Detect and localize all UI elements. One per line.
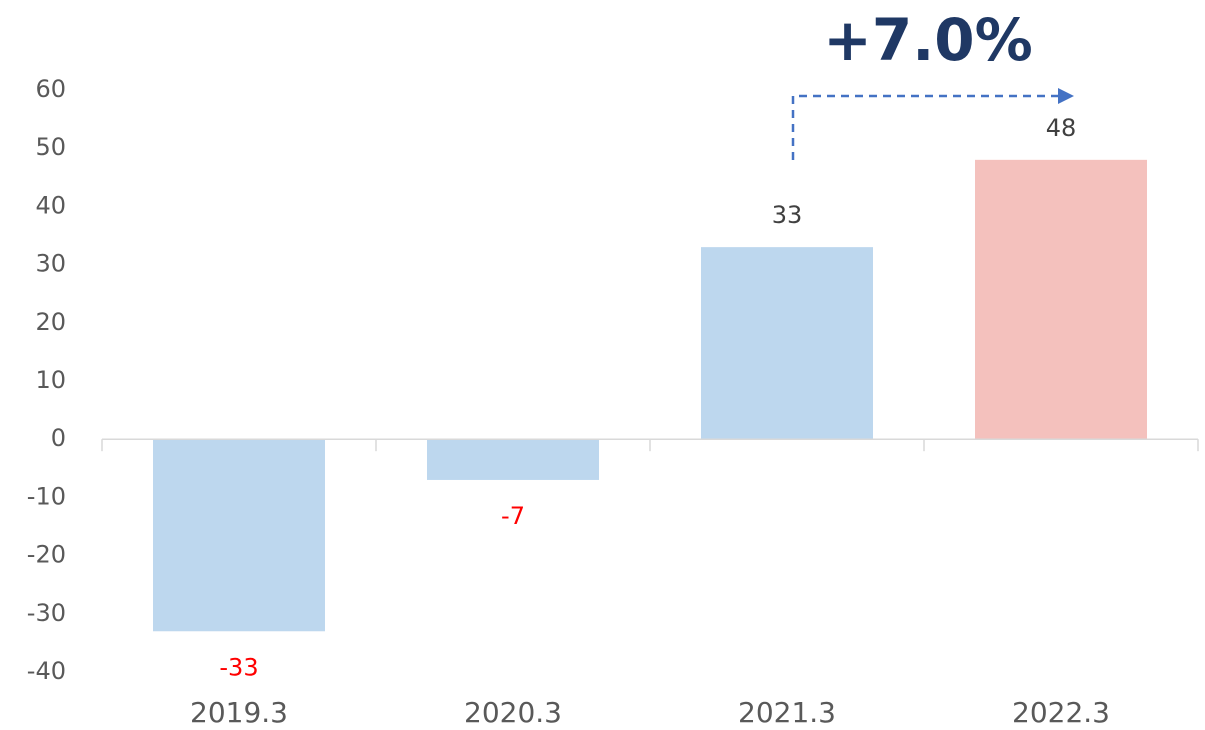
x-tick-label: 2021.3	[738, 696, 836, 729]
y-tick-label: 50	[35, 133, 66, 161]
y-tick-label: 10	[35, 366, 66, 394]
x-tick-label: 2019.3	[190, 696, 288, 729]
y-tick-label: -10	[27, 482, 66, 510]
x-tick-label: 2022.3	[1012, 696, 1110, 729]
value-label: 33	[772, 201, 803, 229]
bar	[153, 439, 325, 632]
y-tick-label: 40	[35, 191, 66, 219]
y-tick-label: 20	[35, 308, 66, 336]
y-tick-label: -40	[27, 657, 66, 685]
value-label: -33	[219, 653, 258, 681]
bar	[975, 159, 1147, 440]
bar	[701, 247, 873, 440]
y-tick-label: 30	[35, 250, 66, 278]
y-tick-label: 0	[51, 424, 66, 452]
y-tick-label: 60	[35, 75, 66, 103]
annotation-arrow	[791, 94, 1060, 160]
y-tick-label: -30	[27, 599, 66, 627]
value-label: -7	[501, 502, 525, 530]
annotation: +7.0%	[823, 6, 1032, 74]
x-tick-label: 2020.3	[464, 696, 562, 729]
arrow-head	[1058, 88, 1074, 104]
y-tick-label: -20	[27, 541, 66, 569]
value-label: 48	[1046, 114, 1077, 142]
bar	[427, 439, 599, 480]
